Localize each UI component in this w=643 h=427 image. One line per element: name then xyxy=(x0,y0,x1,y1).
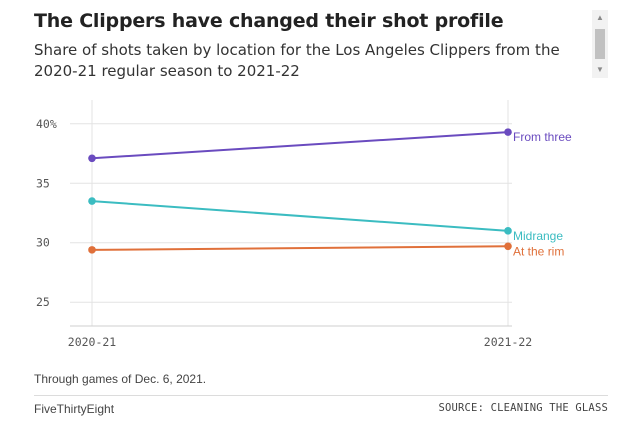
footer-divider xyxy=(34,395,608,396)
scrollbar-thumb[interactable] xyxy=(595,29,605,59)
chart-title: The Clippers have changed their shot pro… xyxy=(34,10,504,32)
data-point-at-the-rim xyxy=(504,242,512,251)
scroll-down-icon[interactable]: ▼ xyxy=(596,65,604,74)
y-tick-label: 40% xyxy=(36,117,57,131)
chart-footnote: Through games of Dec. 6, 2021. xyxy=(34,372,207,386)
vertical-scrollbar[interactable]: ▲ ▼ xyxy=(592,10,608,78)
x-tick-label: 2020-21 xyxy=(68,335,117,349)
y-tick-label: 35 xyxy=(36,176,50,190)
series-line-midrange xyxy=(91,200,509,232)
series-line-from-three xyxy=(91,131,509,160)
chart-subtitle: Share of shots taken by location for the… xyxy=(34,41,560,80)
y-tick-label: 30 xyxy=(36,236,50,250)
data-point-from-three xyxy=(88,154,96,163)
scroll-up-icon[interactable]: ▲ xyxy=(596,13,604,22)
data-point-from-three xyxy=(504,128,512,136)
brand-name: FiveThirtyEight xyxy=(34,402,115,416)
series-label-at-the-rim: At the rim xyxy=(513,244,564,258)
series-label-from-three: From three xyxy=(513,130,572,144)
y-tick-label: 25 xyxy=(36,295,50,309)
data-point-at-the-rim xyxy=(88,246,96,254)
series-label-midrange: Midrange xyxy=(513,229,563,243)
data-point-midrange xyxy=(88,197,96,205)
x-tick-label: 2021-22 xyxy=(484,335,532,349)
source-credit: SOURCE: CLEANING THE GLASS xyxy=(438,402,608,414)
data-point-midrange xyxy=(504,227,512,235)
series-line-at-the-rim xyxy=(91,245,509,251)
